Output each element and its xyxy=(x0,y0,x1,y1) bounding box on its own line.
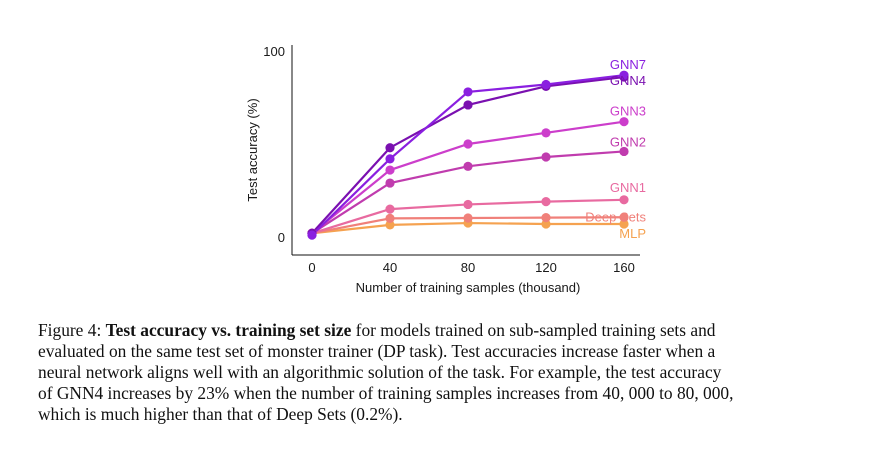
x-tick-label: 120 xyxy=(535,260,557,275)
data-point-gnn1 xyxy=(619,195,629,205)
series-label-deep-sets: Deep Sets xyxy=(585,209,646,224)
caption-line-1: Figure 4: Test accuracy vs. training set… xyxy=(38,320,860,341)
data-point-mlp xyxy=(385,220,395,230)
y-tick-label: 0 xyxy=(278,230,285,245)
data-point-gnn2 xyxy=(463,161,473,171)
data-point-mlp xyxy=(619,219,629,229)
data-point-gnn7 xyxy=(463,87,473,97)
caption-line-3: neural network aligns well with an algor… xyxy=(38,362,722,382)
data-point-gnn7 xyxy=(541,79,551,90)
caption-title: Test accuracy vs. training set size xyxy=(105,320,352,340)
series-label-gnn2: GNN2 xyxy=(610,134,646,149)
data-point-gnn2 xyxy=(619,146,629,157)
data-point-gnn3 xyxy=(541,128,551,138)
x-axis-label: Number of training samples (thousand) xyxy=(356,280,581,295)
y-tick-label: 100 xyxy=(263,44,285,59)
series-points xyxy=(307,70,629,240)
caption-line-2: evaluated on the same test set of monste… xyxy=(38,341,716,361)
series-label-gnn4: GNN4 xyxy=(610,73,646,88)
data-point-deep-sets xyxy=(619,212,629,222)
data-point-gnn1 xyxy=(541,197,551,207)
data-point-deep-sets xyxy=(541,213,551,223)
x-tick-label: 0 xyxy=(308,260,315,275)
x-tick-label: 40 xyxy=(383,260,397,275)
data-point-gnn7 xyxy=(307,230,317,240)
figure-label: Figure 4: xyxy=(38,320,106,340)
x-tick-labels: 0 40 80 120 160 xyxy=(308,260,634,275)
data-point-gnn1 xyxy=(463,199,473,210)
data-point-gnn7 xyxy=(385,154,395,164)
data-point-gnn3 xyxy=(385,165,395,175)
x-tick-label: 80 xyxy=(461,260,475,275)
series-label-gnn7: GNN7 xyxy=(610,57,646,72)
caption-line-5: which is much higher than that of Deep S… xyxy=(38,404,403,424)
x-tick-label: 160 xyxy=(613,260,635,275)
data-point-gnn3 xyxy=(619,117,629,127)
y-axis-label: Test accuracy (%) xyxy=(245,98,260,201)
data-point-gnn2 xyxy=(385,178,395,188)
data-point-gnn7 xyxy=(619,70,629,80)
series-label-gnn1: GNN1 xyxy=(610,180,646,195)
figure-caption: Figure 4: Test accuracy vs. training set… xyxy=(38,320,860,425)
data-point-deep-sets xyxy=(385,213,395,223)
data-point-gnn3 xyxy=(463,139,473,149)
data-point-gnn4 xyxy=(463,100,473,110)
data-point-gnn1 xyxy=(385,204,395,214)
data-point-gnn2 xyxy=(541,152,551,162)
data-point-deep-sets xyxy=(463,213,473,223)
series-label-mlp: MLP xyxy=(619,226,646,241)
series-lines xyxy=(311,74,625,236)
caption-line-1-rest: for models trained on sub-sampled traini… xyxy=(351,320,716,340)
y-tick-labels: 0 100 xyxy=(263,44,285,245)
series-label-gnn3: GNN3 xyxy=(610,104,646,119)
caption-line-4: of GNN4 increases by 23% when the number… xyxy=(38,383,734,403)
data-point-gnn4 xyxy=(385,143,395,153)
line-chart: 0 40 80 120 160 0 100 Number of training samp… xyxy=(245,44,646,295)
data-point-mlp xyxy=(541,219,551,229)
